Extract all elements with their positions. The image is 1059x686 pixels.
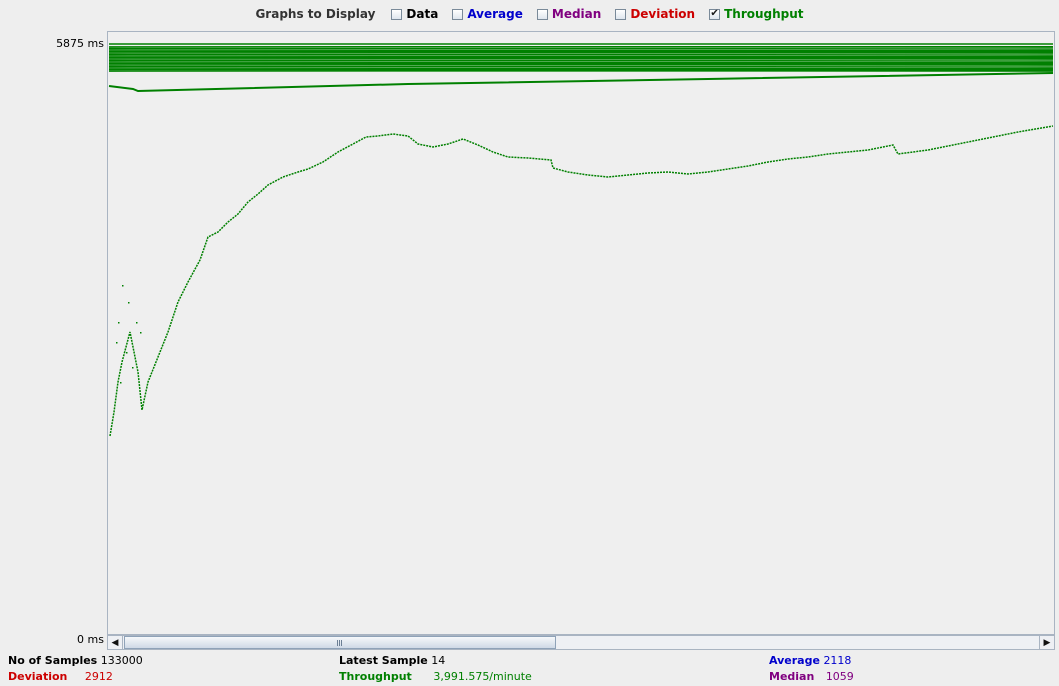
y-axis-max-label: 5875 ms bbox=[56, 37, 104, 50]
stat-median-value: 1059 bbox=[825, 670, 854, 683]
average-option[interactable]: Average bbox=[452, 7, 523, 21]
stat-deviation: Deviation 2912 bbox=[8, 670, 113, 683]
average-label: Average bbox=[467, 7, 523, 21]
stat-average-value: 2118 bbox=[823, 654, 852, 667]
stat-average-label: Average bbox=[769, 654, 820, 667]
data-label: Data bbox=[406, 7, 439, 21]
throughput-curve bbox=[109, 125, 1054, 437]
throughput-label: Throughput bbox=[724, 7, 804, 21]
band-stripe bbox=[108, 54, 1054, 57]
scroll-right-button[interactable]: ▶ bbox=[1039, 636, 1054, 649]
graphs-to-display-title: Graphs to Display bbox=[255, 7, 376, 21]
band-stripe bbox=[108, 46, 1054, 49]
throughput-graph bbox=[108, 43, 1054, 437]
graphs-to-display-bar: Graphs to Display Data Average Median De… bbox=[0, 0, 1059, 28]
stat-samples: No of Samples 133000 bbox=[8, 654, 143, 667]
stat-samples-value: 133000 bbox=[100, 654, 143, 667]
arrow-left-icon: ◀ bbox=[111, 637, 119, 648]
graph-area bbox=[107, 31, 1055, 635]
throughput-point bbox=[136, 322, 138, 324]
band-stripe bbox=[108, 60, 1054, 63]
band-stripe bbox=[108, 70, 1054, 73]
deviation-label: Deviation bbox=[630, 7, 696, 21]
throughput-option[interactable]: ✔ Throughput bbox=[709, 7, 804, 21]
data-checkbox[interactable] bbox=[391, 8, 403, 20]
stat-latest-label: Latest Sample bbox=[339, 654, 428, 667]
throughput-point bbox=[118, 322, 120, 324]
median-option[interactable]: Median bbox=[536, 7, 602, 21]
scrollbar-thumb[interactable] bbox=[124, 636, 556, 649]
median-label: Median bbox=[551, 7, 602, 21]
stat-deviation-value: 2912 bbox=[84, 670, 113, 683]
average-checkbox[interactable] bbox=[452, 8, 464, 20]
throughput-point bbox=[126, 352, 128, 354]
deviation-checkbox[interactable] bbox=[615, 8, 627, 20]
data-option[interactable]: Data bbox=[391, 7, 438, 21]
scroll-left-button[interactable]: ◀ bbox=[108, 636, 123, 649]
median-checkbox[interactable] bbox=[536, 8, 548, 20]
stat-average: Average 2118 bbox=[769, 654, 851, 667]
throughput-secondary-line bbox=[108, 72, 1054, 93]
band-stripe bbox=[108, 66, 1054, 69]
stat-deviation-label: Deviation bbox=[8, 670, 68, 683]
horizontal-scrollbar[interactable]: ◀ ▶ bbox=[107, 635, 1055, 650]
stat-throughput: Throughput 3,991.575/minute bbox=[339, 670, 532, 683]
throughput-point bbox=[116, 342, 118, 344]
arrow-right-icon: ▶ bbox=[1043, 637, 1051, 648]
band-stripe bbox=[108, 48, 1054, 51]
stat-latest: Latest Sample 14 bbox=[339, 654, 445, 667]
stat-throughput-value: 3,991.575/minute bbox=[433, 670, 532, 683]
band-stripe bbox=[108, 52, 1054, 55]
throughput-point bbox=[128, 302, 130, 304]
throughput-point bbox=[132, 367, 134, 369]
deviation-option[interactable]: Deviation bbox=[615, 7, 695, 21]
throughput-point bbox=[140, 332, 142, 334]
stat-samples-label: No of Samples bbox=[8, 654, 98, 667]
stat-latest-value: 14 bbox=[431, 654, 446, 667]
throughput-point bbox=[122, 285, 124, 287]
stat-median-label: Median bbox=[769, 670, 815, 683]
stat-throughput-label: Throughput bbox=[339, 670, 412, 683]
grip-icon bbox=[337, 640, 343, 646]
y-axis-min-label: 0 ms bbox=[77, 633, 104, 646]
band-stripe bbox=[108, 64, 1054, 67]
band-stripe bbox=[108, 58, 1054, 61]
stat-median: Median 1059 bbox=[769, 670, 854, 683]
throughput-point bbox=[120, 382, 122, 384]
throughput-checkbox[interactable]: ✔ bbox=[709, 8, 721, 20]
